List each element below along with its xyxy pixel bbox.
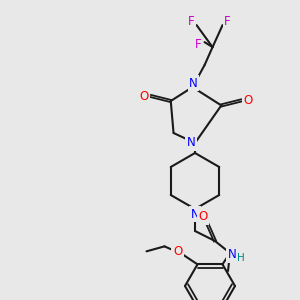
Text: F: F [188,15,195,28]
Text: N: N [187,136,195,149]
Text: N: N [189,76,198,90]
Text: H: H [237,253,245,263]
Text: O: O [244,94,253,107]
Text: O: O [198,211,208,224]
Text: F: F [195,38,202,51]
Text: O: O [173,245,182,258]
Text: N: N [228,248,236,262]
Text: O: O [139,89,148,103]
Text: F: F [224,15,231,28]
Text: N: N [190,208,200,220]
